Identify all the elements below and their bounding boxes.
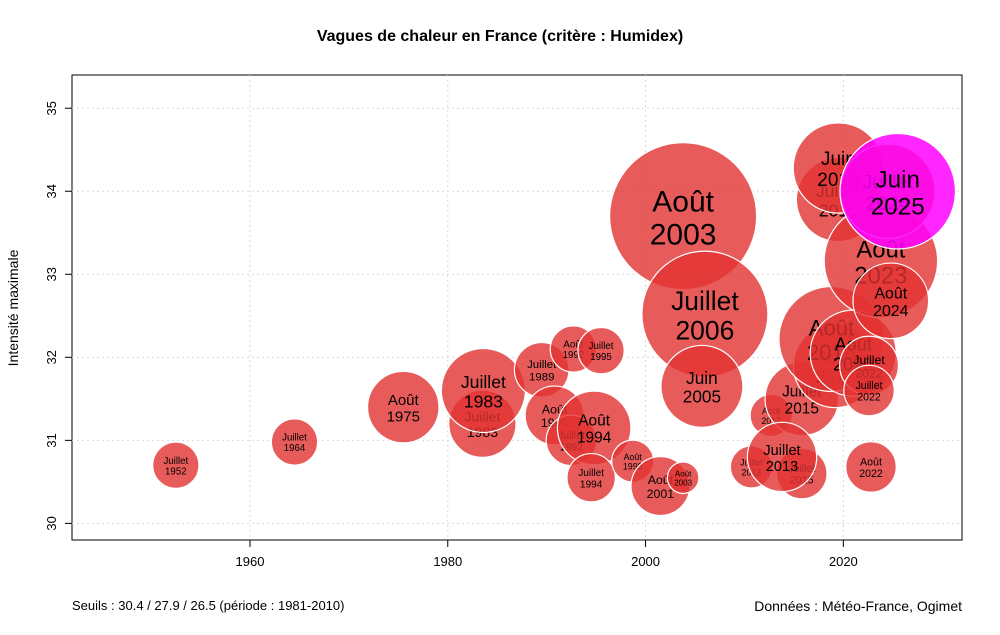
bubble-circle <box>746 421 818 493</box>
x-tick-label: 1980 <box>433 554 462 569</box>
bubble-month-label: Juillet <box>163 456 188 467</box>
bubble-year-label: 1994 <box>577 430 612 447</box>
bubble-year-label: 2005 <box>683 387 721 407</box>
y-tick-label: 34 <box>44 184 59 198</box>
x-tick-label: 1960 <box>236 554 265 569</box>
bubble-circle <box>852 262 930 340</box>
y-tick-label: 32 <box>44 350 59 364</box>
bubbles: Juillet1952Juillet1964Août1975Juillet198… <box>152 122 957 517</box>
bubble-month-label: Juin <box>686 368 718 388</box>
bubble-circle <box>270 418 319 466</box>
bubble-year-label: 1952 <box>165 466 187 477</box>
bubble-circle <box>843 364 895 417</box>
bubble-month-label: Juin <box>875 167 920 194</box>
bubble-year-label: 2003 <box>674 478 692 487</box>
bubble-circle <box>577 326 625 375</box>
source-note: Données : Météo-France, Ogimet <box>754 598 962 614</box>
bubble-year-label: 1989 <box>529 372 554 384</box>
bubble-year-label: 1964 <box>284 443 306 454</box>
bubble-month-label: Juillet <box>527 359 557 371</box>
axes: 1960 1980 2000 2020 30 31 32 33 34 35 <box>44 101 858 569</box>
bubble-month-label: Juillet <box>763 443 800 459</box>
bubble-year-label: 2001 <box>647 487 675 501</box>
y-axis-title: Intensité maximale <box>5 249 21 366</box>
bubble-month-label: Juillet <box>856 380 883 392</box>
y-tick-label: 31 <box>44 433 59 447</box>
bubble-year-label: 2015 <box>785 401 819 418</box>
bubble-month-label: Août <box>652 186 714 219</box>
bubble-month-label: Août <box>563 340 583 351</box>
y-tick-label: 30 <box>44 516 59 530</box>
bubble-year-label: 1992 <box>563 350 585 361</box>
plot-border <box>71 74 963 541</box>
x-tick-label: 2020 <box>829 554 858 569</box>
bubble-year-label: 2013 <box>766 459 798 475</box>
bubble-year-label: 2006 <box>675 315 734 345</box>
bubble-month-label: Juillet <box>589 341 614 352</box>
bubble-year-label: 2003 <box>650 219 717 252</box>
bubble-month-label: Juillet <box>671 286 739 316</box>
bubble-month-label: Juillet <box>282 433 307 444</box>
x-tick-label: 2000 <box>631 554 660 569</box>
bubble-month-label: Août <box>388 392 420 409</box>
bubble-circle <box>666 461 700 495</box>
bubble-month-label: Juillet <box>578 468 604 479</box>
bubble-circle <box>566 452 616 503</box>
bubble-year-label: 2022 <box>857 392 881 404</box>
bubble-year-label: 2024 <box>873 303 908 320</box>
bubble-year-label: 1995 <box>590 352 612 363</box>
bubble-month-label: Juillet <box>461 372 506 392</box>
bubble-year-label: 2025 <box>871 193 925 220</box>
bubble-year-label: 1998 <box>623 461 643 471</box>
bubble-circle <box>660 344 744 428</box>
thresholds-note: Seuils : 30.4 / 27.9 / 26.5 (période : 1… <box>72 598 345 613</box>
bubble-month-label: Août <box>578 413 610 430</box>
bubble-month-label: Août <box>874 285 907 302</box>
bubble-year-label: 2012 <box>761 416 781 426</box>
chart-title: Vagues de chaleur en France (critère : H… <box>316 28 684 45</box>
y-tick-label: 35 <box>44 101 59 115</box>
bubble-circle <box>152 441 200 489</box>
bubble-year-label: 1983 <box>464 391 503 411</box>
bubble-circle <box>366 370 440 444</box>
bubble-month-label: Août <box>860 456 882 468</box>
bubble-month-label: Juillet <box>853 353 885 367</box>
y-tick-label: 33 <box>44 267 59 281</box>
bubble-month-label: Août <box>675 470 692 479</box>
bubble-circle <box>839 132 957 250</box>
bubble-month-label: Août <box>624 452 643 462</box>
bubble-year-label: 2022 <box>859 468 883 480</box>
bubble-year-label: 1994 <box>580 479 603 490</box>
bubble-circle <box>845 441 897 493</box>
bubble-year-label: 1975 <box>387 408 420 425</box>
